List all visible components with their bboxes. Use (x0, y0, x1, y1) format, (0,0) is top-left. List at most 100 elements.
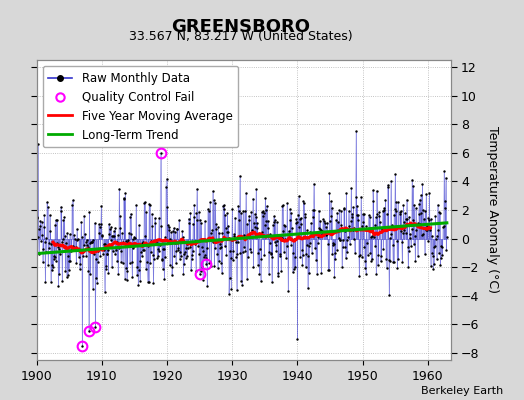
Point (265, 249, 274, 255)
Point (381, 227, 389, 234)
Point (245, 213, 253, 219)
Point (62, 240, 70, 246)
Point (134, 242, 142, 248)
Point (133, 264, 141, 270)
Point (336, 237, 344, 243)
Point (247, 208, 256, 215)
Point (294, 193, 303, 200)
Point (415, 201, 423, 207)
Point (224, 228, 232, 235)
Point (345, 241, 354, 248)
Point (69, 242, 77, 249)
Point (68, 202, 76, 208)
Point (237, 278, 245, 284)
Point (46, 228, 54, 234)
Point (116, 213, 124, 219)
Point (347, 185, 355, 191)
Point (118, 260, 127, 266)
Point (360, 244, 368, 250)
Point (337, 222, 346, 229)
Point (310, 180, 318, 187)
Point (111, 225, 119, 231)
Point (408, 176, 416, 183)
Point (352, 194, 360, 200)
Point (283, 200, 291, 206)
Point (395, 224, 403, 231)
Point (433, 202, 442, 208)
Point (228, 205, 236, 212)
Point (176, 249, 184, 255)
Point (102, 266, 111, 272)
Point (427, 216, 435, 222)
Point (170, 229, 179, 236)
Point (403, 216, 411, 222)
Point (441, 205, 449, 212)
Point (216, 244, 225, 250)
Point (94, 248, 102, 254)
Point (41, 278, 50, 285)
Point (414, 211, 423, 218)
Point (392, 208, 400, 214)
Point (141, 266, 150, 272)
Point (45, 240, 53, 246)
Point (64, 266, 73, 273)
Point (113, 258, 121, 264)
Point (156, 150, 165, 156)
Point (414, 220, 422, 226)
Point (428, 232, 436, 239)
Point (48, 267, 56, 274)
Point (235, 208, 243, 214)
Point (400, 219, 409, 226)
Point (350, 236, 358, 242)
Point (86, 271, 95, 277)
Point (333, 209, 341, 216)
Point (163, 203, 171, 210)
Point (309, 206, 317, 213)
Point (254, 262, 262, 268)
Point (59, 236, 67, 242)
Point (394, 256, 402, 263)
Point (276, 251, 284, 257)
Point (280, 222, 289, 228)
Point (420, 216, 428, 222)
Point (58, 278, 67, 284)
Point (43, 204, 52, 210)
Point (66, 231, 74, 238)
Point (366, 214, 374, 220)
Point (393, 265, 401, 272)
Point (200, 218, 209, 224)
Point (119, 195, 128, 201)
Point (49, 253, 58, 259)
Point (410, 202, 419, 208)
Point (308, 249, 316, 256)
Point (239, 244, 248, 250)
Point (289, 236, 298, 242)
Point (224, 223, 233, 229)
Point (117, 248, 126, 254)
Point (73, 226, 81, 232)
Point (79, 249, 88, 255)
Point (108, 233, 116, 239)
Point (151, 236, 160, 243)
Point (39, 246, 47, 252)
Point (340, 205, 348, 212)
Point (302, 251, 310, 257)
Point (176, 256, 184, 262)
Point (149, 279, 158, 286)
Point (267, 250, 275, 256)
Point (313, 271, 321, 277)
Point (60, 248, 68, 254)
Point (362, 270, 370, 277)
Point (269, 222, 277, 228)
Point (113, 232, 122, 238)
Point (423, 238, 432, 244)
Point (194, 243, 202, 250)
Point (356, 252, 365, 258)
Point (110, 233, 118, 239)
Point (371, 242, 379, 249)
Point (264, 225, 272, 231)
Point (296, 216, 304, 222)
Point (180, 260, 188, 267)
Point (206, 229, 215, 236)
Point (443, 234, 451, 240)
